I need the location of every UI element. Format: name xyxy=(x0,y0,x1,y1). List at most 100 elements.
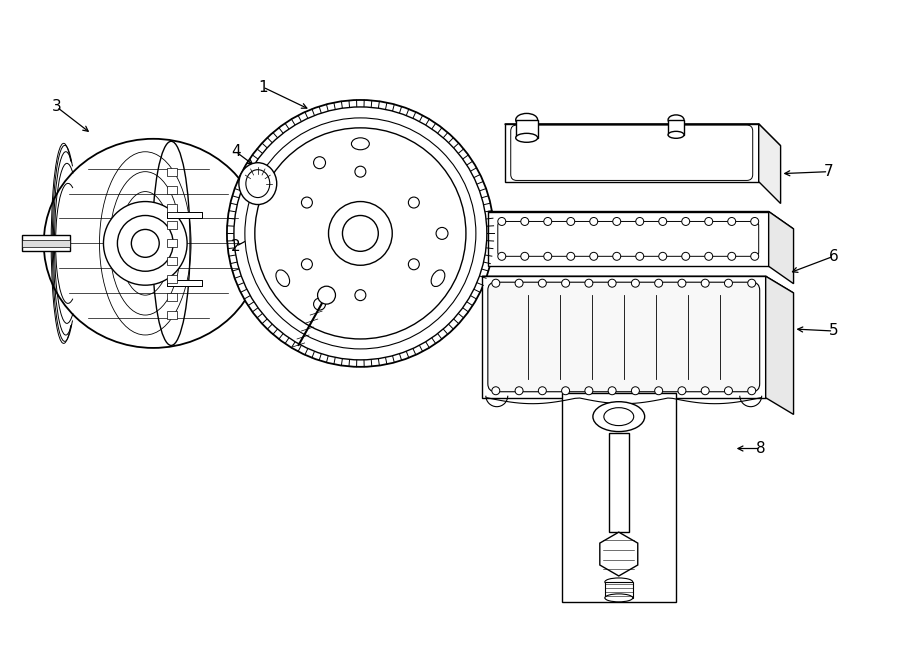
Circle shape xyxy=(728,253,735,260)
Ellipse shape xyxy=(593,402,644,432)
Text: 4: 4 xyxy=(231,144,240,159)
Polygon shape xyxy=(599,532,638,576)
Circle shape xyxy=(491,279,500,287)
Circle shape xyxy=(436,227,448,239)
Circle shape xyxy=(355,166,366,177)
Polygon shape xyxy=(766,276,794,414)
Circle shape xyxy=(681,217,689,225)
Ellipse shape xyxy=(516,114,537,126)
Circle shape xyxy=(654,279,662,287)
Circle shape xyxy=(659,253,667,260)
Circle shape xyxy=(705,217,713,225)
Bar xyxy=(167,186,177,194)
Circle shape xyxy=(515,387,523,395)
Polygon shape xyxy=(488,212,794,229)
Polygon shape xyxy=(505,124,759,182)
Circle shape xyxy=(498,217,506,225)
Circle shape xyxy=(613,217,621,225)
Circle shape xyxy=(491,387,500,395)
Bar xyxy=(167,204,177,212)
Polygon shape xyxy=(769,212,794,284)
Polygon shape xyxy=(482,276,794,293)
Polygon shape xyxy=(488,212,769,266)
Ellipse shape xyxy=(351,137,369,150)
Circle shape xyxy=(255,128,466,339)
Circle shape xyxy=(632,279,639,287)
Circle shape xyxy=(318,286,336,304)
Bar xyxy=(167,221,177,229)
Circle shape xyxy=(590,253,598,260)
Bar xyxy=(516,120,537,137)
Circle shape xyxy=(313,298,326,310)
Circle shape xyxy=(585,387,593,395)
Circle shape xyxy=(544,217,552,225)
Bar xyxy=(22,240,69,247)
Circle shape xyxy=(328,202,392,265)
Circle shape xyxy=(538,387,546,395)
Circle shape xyxy=(654,387,662,395)
Circle shape xyxy=(635,217,644,225)
Circle shape xyxy=(131,229,159,257)
Circle shape xyxy=(632,387,639,395)
Circle shape xyxy=(409,259,419,270)
Ellipse shape xyxy=(668,132,684,138)
Circle shape xyxy=(544,253,552,260)
Circle shape xyxy=(705,253,713,260)
Ellipse shape xyxy=(246,170,270,198)
Bar xyxy=(167,212,202,218)
Text: 1: 1 xyxy=(258,79,267,95)
Bar xyxy=(605,582,633,598)
Circle shape xyxy=(613,253,621,260)
Bar xyxy=(608,432,629,532)
Circle shape xyxy=(302,259,312,270)
Circle shape xyxy=(635,253,644,260)
Bar xyxy=(167,293,177,301)
Bar xyxy=(668,120,684,135)
Text: 5: 5 xyxy=(829,323,838,338)
Bar xyxy=(167,280,202,286)
Text: 2: 2 xyxy=(231,239,240,254)
Circle shape xyxy=(608,279,617,287)
Circle shape xyxy=(701,279,709,287)
Circle shape xyxy=(313,157,326,169)
Bar xyxy=(167,212,202,218)
Bar xyxy=(562,393,676,602)
Ellipse shape xyxy=(668,115,684,125)
Circle shape xyxy=(498,253,506,260)
Bar xyxy=(167,239,177,247)
Polygon shape xyxy=(505,124,780,146)
Circle shape xyxy=(748,387,756,395)
Circle shape xyxy=(751,253,759,260)
Circle shape xyxy=(567,217,575,225)
Circle shape xyxy=(678,387,686,395)
Text: 6: 6 xyxy=(829,249,838,264)
Circle shape xyxy=(701,387,709,395)
Circle shape xyxy=(562,387,570,395)
Circle shape xyxy=(343,215,378,251)
Circle shape xyxy=(521,253,529,260)
Circle shape xyxy=(567,253,575,260)
Circle shape xyxy=(608,387,617,395)
Circle shape xyxy=(227,100,494,367)
Bar xyxy=(167,257,177,265)
Ellipse shape xyxy=(44,139,263,348)
Circle shape xyxy=(409,197,419,208)
Circle shape xyxy=(521,217,529,225)
Circle shape xyxy=(585,279,593,287)
Text: 3: 3 xyxy=(52,99,61,114)
Circle shape xyxy=(678,279,686,287)
Circle shape xyxy=(355,290,366,301)
Ellipse shape xyxy=(152,141,190,346)
Circle shape xyxy=(117,215,173,271)
Circle shape xyxy=(302,197,312,208)
Bar xyxy=(167,311,177,319)
Circle shape xyxy=(659,217,667,225)
Circle shape xyxy=(562,279,570,287)
Bar xyxy=(167,280,202,286)
Circle shape xyxy=(728,217,735,225)
Polygon shape xyxy=(482,276,766,398)
Circle shape xyxy=(515,279,523,287)
Circle shape xyxy=(681,253,689,260)
Ellipse shape xyxy=(431,270,445,286)
Bar xyxy=(22,235,69,251)
